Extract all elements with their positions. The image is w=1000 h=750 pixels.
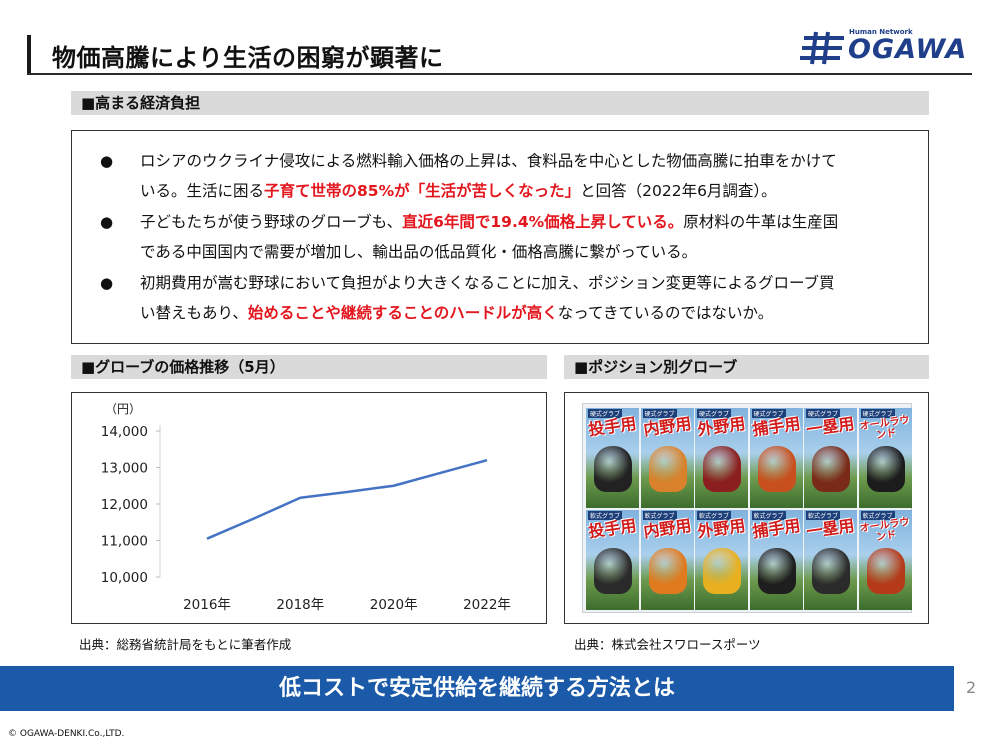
- glove-card: 硬式グラブ 捕手用: [749, 408, 803, 508]
- title-underline: [27, 73, 972, 75]
- glove-image-grid: 硬式グラブ 投手用 硬式グラブ 内野用 硬式グラブ 外野用 硬式グラブ 捕手用 硬式グラブ 一塁用…: [582, 403, 912, 613]
- glove-position-label: 捕手用: [750, 515, 802, 542]
- glove-type-label: 硬式グラブ: [697, 409, 732, 418]
- glove-image: [757, 446, 796, 492]
- y-axis-unit-label: （円）: [105, 402, 141, 416]
- x-tick-label: 2016年: [183, 597, 231, 613]
- bullet-dot: ●: [100, 152, 114, 170]
- glove-type-label: 軟式グラブ: [751, 511, 786, 520]
- bullet-3-text: い替えもあり、: [140, 304, 248, 322]
- glove-card: 硬式グラブ 外野用: [695, 408, 748, 508]
- glove-position-label: 内野用: [641, 413, 693, 440]
- glove-position-label: 一塁用: [805, 413, 856, 440]
- bullet-1-text-end: と回答（2022年6月調査）。: [580, 182, 777, 200]
- glove-type-label: 軟式グラブ: [806, 511, 841, 520]
- chart-source: 出典：総務省統計局をもとに筆者作成: [79, 637, 292, 652]
- burden-textbox: [71, 130, 929, 344]
- photo-source: 出典：株式会社スワロースポーツ: [574, 637, 761, 652]
- bullet-1-line-1: ロシアのウクライナ侵攻による燃料輸入価格の上昇は、食料品を中心とした物価高騰に拍…: [140, 152, 837, 170]
- glove-card: 硬式グラブ 一塁用: [804, 408, 857, 508]
- bullet-3-highlight: 始めることや継続することのハードルが高く: [247, 304, 558, 322]
- section-header-gloves: ■ポジション別グローブ: [564, 355, 929, 379]
- glove-position-label: 投手用: [587, 413, 638, 440]
- section-header-price-chart: ■グローブの価格推移（5月）: [71, 355, 547, 379]
- x-tick-label: 2020年: [370, 597, 418, 613]
- glove-type-label: 軟式グラブ: [642, 511, 677, 520]
- glove-card: 軟式グラブ オールラウンド: [858, 510, 912, 610]
- ogawa-logo: [800, 26, 972, 70]
- glove-type-label: 軟式グラブ: [588, 511, 623, 520]
- glove-position-label: 外野用: [696, 515, 747, 542]
- glove-photo-panel: 硬式グラブ 投手用 硬式グラブ 内野用 硬式グラブ 外野用 硬式グラブ 捕手用 硬式グラブ 一塁用…: [564, 392, 929, 624]
- price-chart-panel: （円） 10,000 11,000 12,000 13,000 14,000 2016年 20…: [71, 392, 547, 624]
- glove-type-label: 硬式グラブ: [642, 409, 677, 418]
- glove-card: 軟式グラブ 外野用: [695, 510, 748, 610]
- bullet-dot: ●: [100, 274, 114, 292]
- glove-type-label: 軟式グラブ: [860, 511, 895, 520]
- glove-image: [812, 446, 850, 492]
- glove-position-label: 外野用: [696, 413, 747, 440]
- logo-tagline: Human Network: [849, 28, 913, 36]
- x-tick-label: 2022年: [463, 597, 511, 613]
- bullet-2-line-1: 子どもたちが使う野球のグローブも、直近6年間で19.4%価格上昇している。原材料…: [140, 207, 900, 237]
- y-tick-label: 14,000: [101, 424, 148, 440]
- glove-image: [757, 548, 796, 594]
- glove-card: 硬式グラブ 投手用: [586, 408, 639, 508]
- y-tick-label: 12,000: [101, 497, 148, 513]
- glove-position-label: 投手用: [587, 515, 638, 542]
- glove-type-label: 硬式グラブ: [860, 409, 895, 418]
- logo-mark-icon: [800, 31, 844, 65]
- y-tick-label: 10,000: [101, 570, 148, 586]
- bullet-2-text-end: 原材料の牛革は生産国: [683, 213, 839, 231]
- bullet-1-text: いる。生活に困る: [140, 182, 265, 200]
- glove-image: [594, 446, 632, 492]
- glove-image: [594, 548, 632, 594]
- bullet-2-text: 子どもたちが使う野球のグローブも、: [140, 213, 403, 231]
- glove-type-label: 硬式グラブ: [588, 409, 623, 418]
- glove-position-label: 捕手用: [750, 413, 802, 440]
- bullet-1-highlight: 子育て世帯の85%が「生活が苦しくなった」: [264, 182, 581, 200]
- glove-card: 軟式グラブ 一塁用: [804, 510, 857, 610]
- price-line-chart: （円） 10,000 11,000 12,000 13,000 14,000 2016年 20…: [101, 402, 511, 613]
- bullet-3-text-end: なってきているのではないか。: [557, 304, 774, 322]
- bullet-3-line-2: い替えもあり、始めることや継続することのハードルが高くなってきているのではないか…: [140, 298, 900, 328]
- bullet-3-line-1: 初期費用が嵩む野球において負担がより大きくなることに加え、ポジション変更等による…: [140, 274, 835, 292]
- glove-position-label: オールラウンド: [858, 414, 910, 442]
- glove-type-label: 軟式グラブ: [697, 511, 732, 520]
- bullet-1-line-2: いる。生活に困る子育て世帯の85%が「生活が苦しくなった」と回答（2022年6月…: [140, 176, 900, 206]
- glove-image: [866, 446, 905, 492]
- glove-position-label: 内野用: [641, 515, 693, 542]
- glove-card: 硬式グラブ 内野用: [640, 408, 694, 508]
- conclusion-banner: 低コストで安定供給を継続する方法とは: [0, 666, 954, 711]
- title-accent-bar: [27, 35, 31, 73]
- glove-image: [648, 548, 687, 594]
- glove-image: [812, 548, 850, 594]
- glove-image: [703, 548, 741, 594]
- glove-position-label: オールラウンド: [858, 516, 910, 544]
- glove-card: 軟式グラブ 捕手用: [749, 510, 803, 610]
- glove-card: 軟式グラブ 投手用: [586, 510, 639, 610]
- page-title: 物価高騰により生活の困窮が顕著に: [52, 44, 444, 72]
- x-tick-label: 2018年: [276, 597, 324, 613]
- glove-image: [648, 446, 687, 492]
- bullet-2-highlight: 直近6年間で19.4%価格上昇している。: [402, 213, 684, 231]
- copyright: © OGAWA-DENKI.Co.,LTD.: [8, 729, 125, 739]
- bullet-2-line-2: である中国国内で需要が増加し、輸出品の低品質化・価格高騰に繋がっている。: [140, 243, 698, 261]
- glove-type-label: 硬式グラブ: [751, 409, 786, 418]
- glove-type-label: 硬式グラブ: [806, 409, 841, 418]
- page-number: 2: [966, 678, 977, 697]
- price-series-line: [206, 458, 488, 540]
- glove-image: [703, 446, 741, 492]
- glove-image: [866, 548, 905, 594]
- y-tick-label: 11,000: [101, 534, 148, 550]
- y-tick-label: 13,000: [101, 461, 148, 477]
- logo-wordmark: OGAWA: [848, 34, 968, 65]
- section-header-burden: ■高まる経済負担: [71, 91, 929, 115]
- glove-position-label: 一塁用: [805, 515, 856, 542]
- bullet-dot: ●: [100, 213, 114, 231]
- glove-card: 軟式グラブ 内野用: [640, 510, 694, 610]
- glove-card: 硬式グラブ オールラウンド: [858, 408, 912, 508]
